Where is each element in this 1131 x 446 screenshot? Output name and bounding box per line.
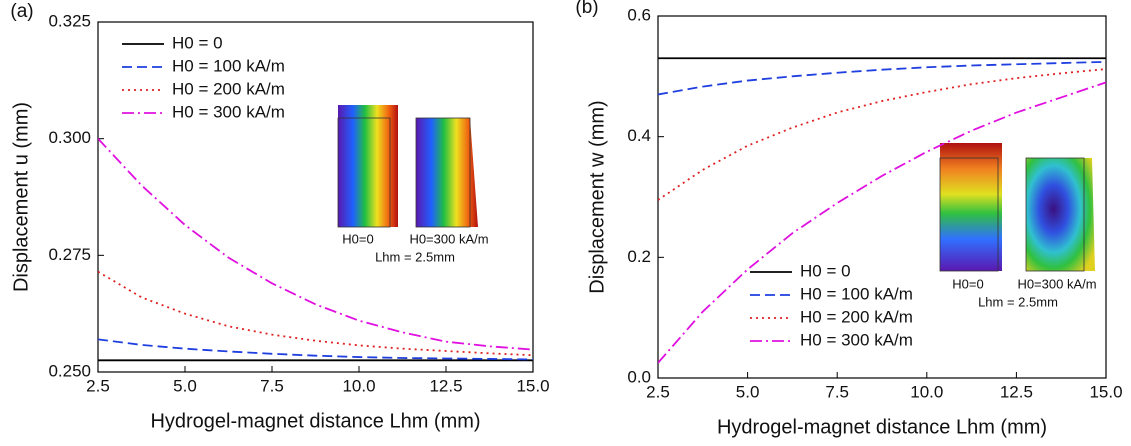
- x-tick-label: 15.0: [1089, 382, 1122, 401]
- x-tick-label: 12.5: [1000, 382, 1033, 401]
- y-tick-label: 0.275: [48, 245, 91, 264]
- x-tick-label: 2.5: [646, 382, 670, 401]
- y-axis-label: Displacement w (mm): [586, 100, 608, 293]
- y-tick-label: 0.2: [627, 247, 651, 266]
- inset-image: [338, 105, 398, 227]
- y-tick-label: 0.0: [627, 367, 651, 386]
- inset-annotation: Lhm = 2.5mm: [978, 294, 1058, 309]
- legend-label: H0 = 0: [800, 261, 851, 280]
- inset-b: [939, 143, 1095, 272]
- inset-outline: [415, 117, 471, 228]
- x-axis-label: Hydrogel-magnet distance Lhm (mm): [717, 416, 1047, 438]
- y-tick-label: 0.300: [48, 128, 91, 147]
- y-tick-label: 0.4: [627, 126, 651, 145]
- plot-frame: [657, 15, 1107, 379]
- panel-label: (b): [575, 0, 598, 18]
- inset-a: [337, 105, 478, 228]
- y-axis-label: Displacement u (mm): [10, 102, 32, 292]
- x-tick-label: 10.0: [342, 376, 375, 395]
- series-line: [658, 60, 1106, 96]
- legend-label: H0 = 200 kA/m: [172, 79, 285, 98]
- x-tick-label: 10.0: [910, 382, 943, 401]
- inset-annotation: H0=0: [952, 276, 983, 291]
- inset-annotation: H0=0: [342, 231, 373, 246]
- x-tick-label: 7.5: [825, 382, 849, 401]
- x-tick-label: 15.0: [516, 376, 549, 395]
- x-tick-label: 12.5: [429, 376, 462, 395]
- legend-label: H0 = 300 kA/m: [172, 102, 285, 121]
- series-line: [658, 81, 1106, 364]
- legend-label: H0 = 0: [172, 33, 223, 52]
- x-axis-label: Hydrogel-magnet distance Lhm (mm): [150, 410, 480, 432]
- inset-annotation: H0=300 kA/m: [1017, 276, 1096, 291]
- y-tick-label: 0.325: [48, 11, 91, 30]
- series-line: [98, 138, 533, 351]
- x-tick-label: 5.0: [736, 382, 760, 401]
- legend-label: H0 = 300 kA/m: [800, 330, 913, 349]
- legend-label: H0 = 200 kA/m: [800, 307, 913, 326]
- series-line: [98, 338, 533, 361]
- y-tick-label: 0.250: [48, 361, 91, 380]
- inset-outline: [337, 117, 391, 228]
- series-line: [658, 68, 1106, 201]
- inset-image: [1026, 158, 1095, 271]
- inset-annotation: Lhm = 2.5mm: [375, 249, 455, 264]
- x-tick-label: 2.5: [86, 376, 110, 395]
- series-line: [98, 270, 533, 357]
- inset-image: [940, 143, 1002, 271]
- inset-annotation: H0=300 kA/m: [409, 231, 488, 246]
- legend-label: H0 = 100 kA/m: [800, 284, 913, 303]
- legend-label: H0 = 100 kA/m: [172, 56, 285, 75]
- y-tick-label: 0.6: [627, 5, 651, 24]
- plot-frame: [97, 21, 534, 373]
- inset-outline: [1025, 157, 1085, 272]
- panel-label: (a): [10, 1, 33, 22]
- x-tick-label: 5.0: [173, 376, 197, 395]
- inset-image: [416, 118, 478, 227]
- x-tick-label: 7.5: [260, 376, 284, 395]
- inset-outline: [939, 157, 999, 272]
